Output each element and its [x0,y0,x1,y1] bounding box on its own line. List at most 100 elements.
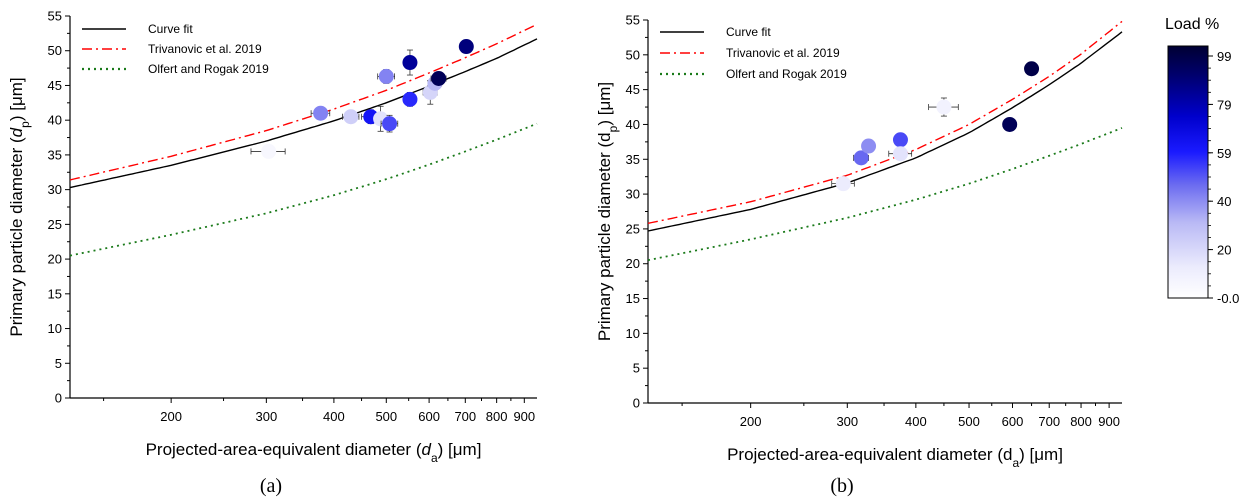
curve-trivanovic-et-al-2019 [647,20,1123,224]
x-tick-label: 200 [160,409,182,424]
data-marker [402,91,418,107]
y-tick-label: 0 [55,391,62,406]
colorbar-tick-label: 40 [1217,194,1231,209]
data-marker [892,132,908,148]
data-point [861,138,877,154]
data-point [342,109,360,125]
x-tick-label: 500 [958,414,980,429]
y-tick-label: 20 [626,256,640,271]
data-point [250,143,286,159]
points-a [250,39,474,159]
data-marker [382,116,398,132]
legend-label: Curve fit [148,22,193,36]
panel-a: 0 5 10 15 20 25 30 35 40 45 50 55 200 300 400 500 600 700… [7,9,538,497]
points-b [831,61,1040,192]
data-point [853,150,869,166]
data-marker [343,109,359,125]
data-point [377,68,395,84]
data-point [888,146,913,162]
curve-curve-fit [647,31,1123,232]
data-point [430,71,447,87]
data-point [380,114,399,133]
legend-label: Curve fit [726,25,771,39]
y-tick-label: 55 [48,9,62,24]
y-tick-label: 10 [48,321,62,336]
legend-b: Curve fit Trivanovic et al. 2019 Olfert an… [660,25,847,81]
data-marker [313,105,329,121]
x-tick-label: 600 [418,409,440,424]
colorbar-ticks: -0.0 20 40 59 79 99 [1208,49,1239,306]
curve-olfert-and-rogak-2019 [647,127,1123,262]
data-point [892,132,908,148]
y-tick-label: 25 [626,221,640,236]
y-tick-label: 15 [626,291,640,306]
x-tick-label: 900 [513,409,535,424]
colorbar-tick-label: -0.0 [1217,291,1239,306]
y-tick-label: 35 [626,152,640,167]
y-tick-label: 20 [48,252,62,267]
data-marker [853,150,869,166]
y-tick-label: 10 [626,326,640,341]
caption-b: (b) [830,475,853,497]
x-tick-label: 400 [905,414,927,429]
colorbar-tick-label: 59 [1217,146,1231,161]
data-point [928,97,959,117]
data-marker [936,99,952,115]
axes-b: 0 5 10 15 20 25 30 35 40 45 50 55 200 300 400 500 600 700… [626,13,1122,429]
x-tick-label: 200 [740,414,762,429]
curve-curve-fit [69,38,538,189]
y-tick-label: 45 [626,82,640,97]
colorbar-tick-label: 79 [1217,97,1231,112]
curves-b [647,20,1123,262]
data-point [1024,61,1040,77]
xlabel-b: Projected-area-equivalent diameter (da) … [727,445,1063,470]
y-tick-label: 5 [633,361,640,376]
y-tick-label: 35 [48,147,62,162]
ylabel-b: Primary particle diameter (dp) [μm] [595,82,620,341]
y-tick-label: 25 [48,217,62,232]
y-tick-label: 0 [633,396,640,411]
y-tick-label: 40 [626,117,640,132]
data-point [458,39,474,55]
legend-label: Trivanovic et al. 2019 [148,42,262,56]
x-tick-label: 700 [1038,414,1060,429]
curve-olfert-and-rogak-2019 [69,122,538,257]
data-marker [431,71,447,87]
y-tick-label: 40 [48,113,62,128]
data-marker [1002,116,1018,132]
x-tick-label: 800 [486,409,508,424]
colorbar-tick-label: 20 [1217,243,1231,258]
data-point [402,91,418,107]
data-marker [458,39,474,55]
y-tick-label: 50 [48,43,62,58]
data-marker [835,176,851,192]
data-marker [1024,61,1040,77]
data-marker [892,146,908,162]
data-point [402,49,418,76]
colorbar-tick-label: 99 [1217,49,1231,64]
x-tick-label: 400 [323,409,345,424]
x-tick-label: 800 [1070,414,1092,429]
data-marker [261,143,277,159]
data-point [1002,116,1018,132]
legend-label: Trivanovic et al. 2019 [726,46,840,60]
y-tick-label: 30 [626,187,640,202]
data-point [831,176,855,192]
curves-a [69,23,538,257]
y-tick-label: 55 [626,13,640,28]
axes-a: 0 5 10 15 20 25 30 35 40 45 50 55 200 300 400 500 600 700… [48,9,537,424]
y-tick-label: 45 [48,78,62,93]
panel-b: 0 5 10 15 20 25 30 35 40 45 50 55 200 300 400 500 600 700… [595,13,1123,497]
x-tick-label: 500 [375,409,397,424]
x-tick-label: 900 [1098,414,1120,429]
colorbar-gradient [1167,45,1209,299]
data-marker [861,138,877,154]
colorbar: Load % -0.0 20 40 59 79 99 [1165,16,1239,306]
x-tick-label: 300 [836,414,858,429]
x-tick-label: 700 [454,409,476,424]
data-marker [378,68,394,84]
x-tick-label: 600 [1002,414,1024,429]
x-tick-label: 300 [255,409,277,424]
y-tick-label: 5 [55,356,62,371]
